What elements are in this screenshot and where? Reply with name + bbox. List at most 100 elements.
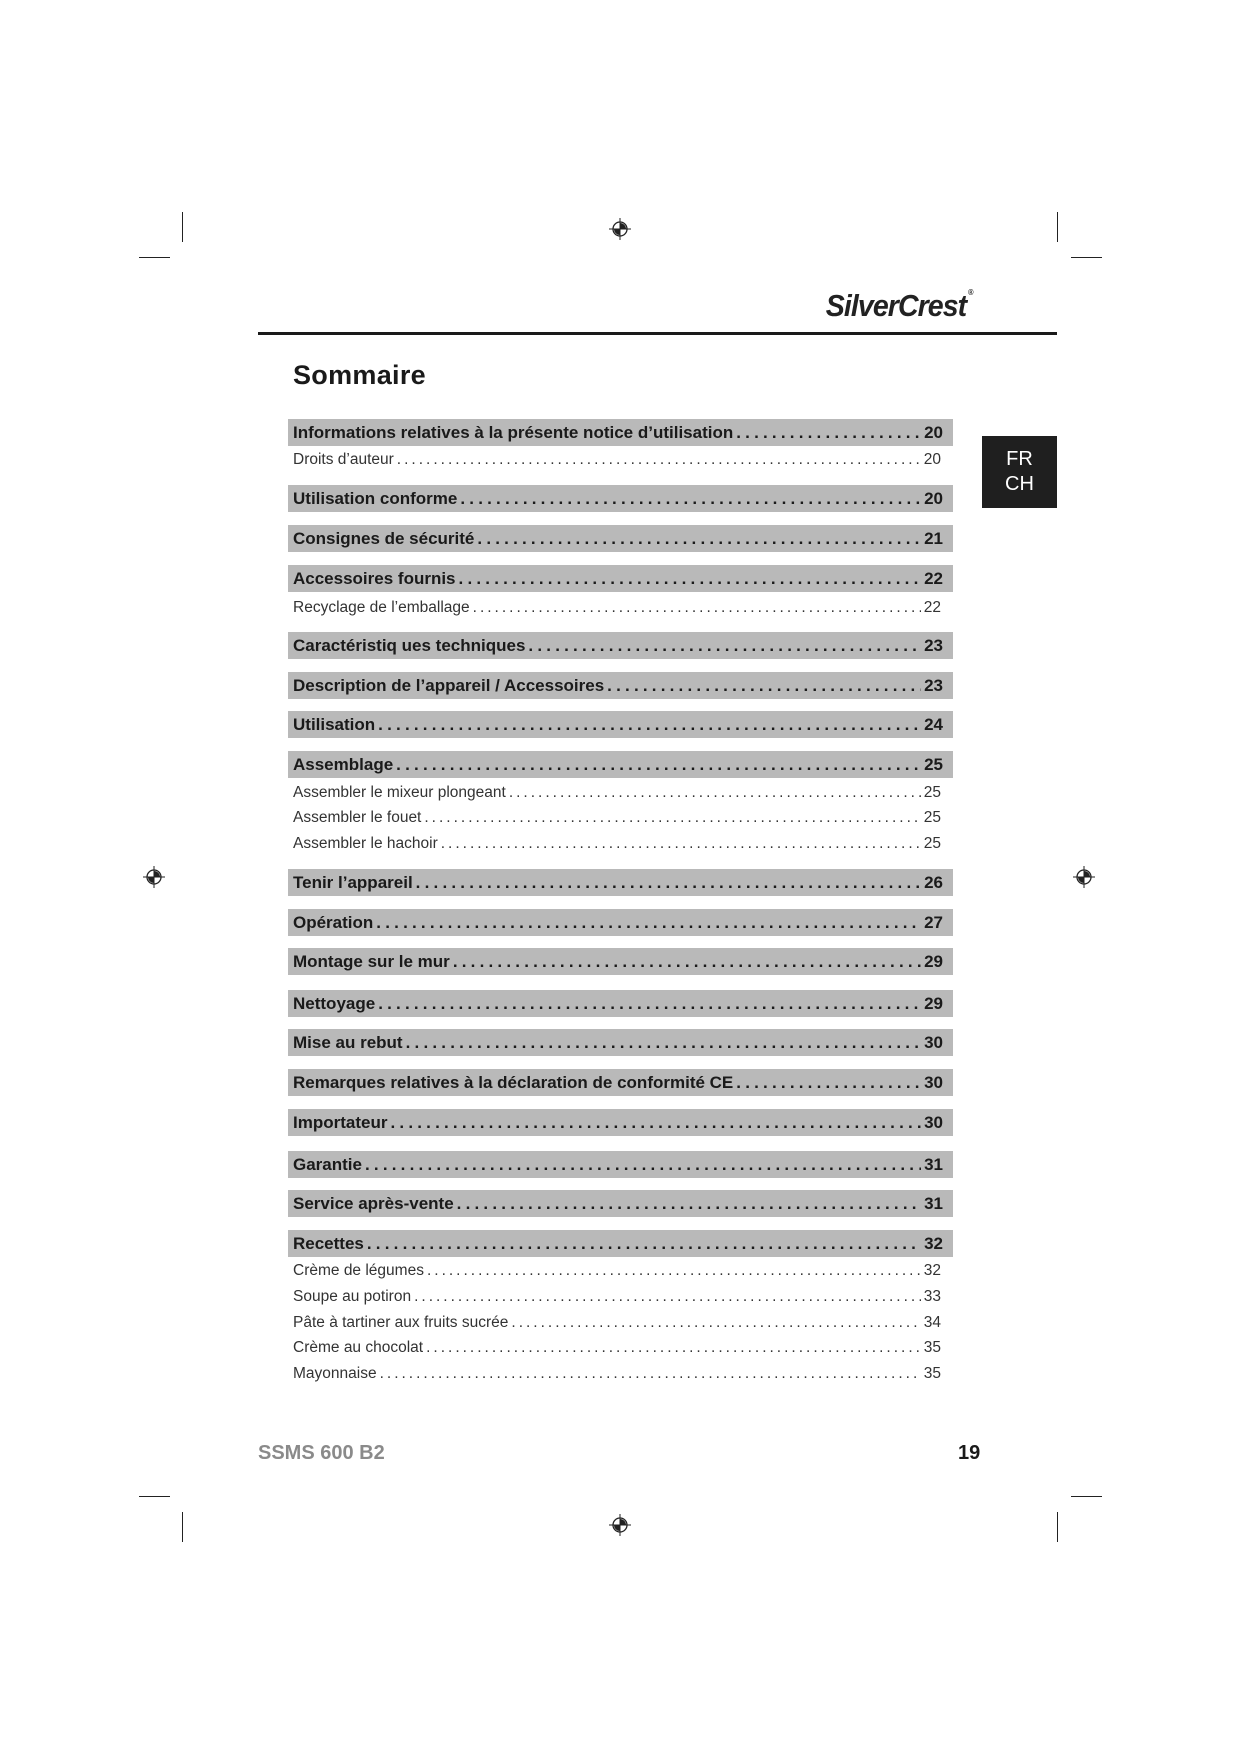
crop-mark bbox=[1071, 257, 1102, 259]
toc-entry-label: Caractéristiq ues techniques bbox=[293, 635, 526, 655]
dot-leader: ........................................… bbox=[414, 1288, 921, 1305]
toc-section-entry[interactable]: Garantie................................… bbox=[288, 1151, 953, 1178]
toc-subsection-entry[interactable]: Assembler le hachoir....................… bbox=[288, 832, 953, 856]
dot-leader: ........................................… bbox=[477, 528, 922, 548]
crop-mark bbox=[139, 257, 170, 259]
dot-leader: ........................................… bbox=[528, 635, 922, 655]
dot-leader: ........................................… bbox=[508, 784, 921, 801]
dot-leader: ........................................… bbox=[456, 1193, 921, 1213]
dot-leader: ........................................… bbox=[378, 714, 922, 734]
toc-subsection-entry[interactable]: Soupe au potiron........................… bbox=[288, 1285, 953, 1309]
dot-leader: ........................................… bbox=[396, 451, 921, 468]
toc-subsection-entry[interactable]: Recyclage de l’emballage................… bbox=[288, 596, 953, 620]
toc-entry-label: Nettoyage bbox=[293, 993, 376, 1013]
toc-subsection-entry[interactable]: Assembler le mixeur plongeant...........… bbox=[288, 781, 953, 805]
toc-entry-label: Pâte à tartiner aux fruits sucrée bbox=[293, 1314, 509, 1331]
dot-leader: ........................................… bbox=[736, 1072, 922, 1092]
toc-entry-label: Importateur bbox=[293, 1112, 388, 1132]
dot-leader: ........................................… bbox=[426, 1262, 921, 1279]
toc-entry-label: Assembler le mixeur plongeant bbox=[293, 784, 506, 801]
toc-section-entry[interactable]: Consignes de sécurité...................… bbox=[288, 525, 953, 552]
toc-entry-page: 22 bbox=[923, 599, 941, 616]
toc-section-entry[interactable]: Opération...............................… bbox=[288, 909, 953, 936]
toc-section-entry[interactable]: Remarques relatives à la déclaration de … bbox=[288, 1069, 953, 1096]
toc-section-entry[interactable]: Caractéristiq ues techniques............… bbox=[288, 632, 953, 659]
toc-entry-page: 20 bbox=[923, 451, 941, 468]
header-rule bbox=[258, 332, 1057, 335]
toc-section-entry[interactable]: Accessoires fournis.....................… bbox=[288, 565, 953, 592]
toc-section-entry[interactable]: Montage sur le mur......................… bbox=[288, 948, 953, 975]
toc-entry-page: 33 bbox=[923, 1288, 941, 1305]
toc-subsection-entry[interactable]: Crème de légumes........................… bbox=[288, 1259, 953, 1283]
toc-section-entry[interactable]: Tenir l’appareil........................… bbox=[288, 869, 953, 896]
toc-entry-label: Consignes de sécurité bbox=[293, 528, 475, 548]
registration-mark-icon bbox=[143, 866, 165, 888]
dot-leader: ........................................… bbox=[366, 1233, 921, 1253]
dot-leader: ........................................… bbox=[376, 912, 922, 932]
toc-entry-page: 25 bbox=[923, 835, 941, 852]
crop-mark bbox=[1057, 1512, 1059, 1542]
toc-section-entry[interactable]: Informations relatives à la présente not… bbox=[288, 419, 953, 446]
toc-subsection-entry[interactable]: Crème au chocolat.......................… bbox=[288, 1336, 953, 1360]
registration-mark-icon bbox=[1073, 866, 1095, 888]
toc-subsection-entry[interactable]: Droits d’auteur.........................… bbox=[288, 448, 953, 472]
toc-section-entry[interactable]: Importateur.............................… bbox=[288, 1109, 953, 1136]
toc-entry-page: 25 bbox=[923, 809, 941, 826]
toc-section-entry[interactable]: Utilisation.............................… bbox=[288, 711, 953, 738]
toc-entry-page: 30 bbox=[924, 1072, 943, 1092]
language-tab: FR CH bbox=[982, 436, 1057, 508]
toc-entry-page: 31 bbox=[924, 1193, 943, 1213]
toc-subsection-entry[interactable]: Mayonnaise..............................… bbox=[288, 1362, 953, 1386]
toc-section-entry[interactable]: Service après-vente.....................… bbox=[288, 1190, 953, 1217]
toc-subsection-entry[interactable]: Pâte à tartiner aux fruits sucrée.......… bbox=[288, 1311, 953, 1335]
toc-entry-label: Opération bbox=[293, 912, 374, 932]
toc-entry-label: Utilisation conforme bbox=[293, 488, 458, 508]
dot-leader: ........................................… bbox=[511, 1314, 921, 1331]
toc-entry-page: 22 bbox=[924, 568, 943, 588]
toc-entry-label: Informations relatives à la présente not… bbox=[293, 422, 734, 442]
toc-section-entry[interactable]: Recettes................................… bbox=[288, 1230, 953, 1257]
toc-entry-page: 29 bbox=[924, 951, 943, 971]
dot-leader: ........................................… bbox=[458, 568, 922, 588]
toc-entry-label: Montage sur le mur bbox=[293, 951, 450, 971]
crop-mark bbox=[1071, 1496, 1102, 1498]
crop-mark bbox=[182, 212, 184, 242]
toc-entry-label: Mayonnaise bbox=[293, 1365, 377, 1382]
crop-mark bbox=[1057, 212, 1059, 242]
toc-entry-label: Service après-vente bbox=[293, 1193, 454, 1213]
toc-entry-page: 23 bbox=[924, 675, 943, 695]
toc-entry-page: 29 bbox=[924, 993, 943, 1013]
toc-entry-page: 27 bbox=[924, 912, 943, 932]
dot-leader: ........................................… bbox=[364, 1154, 921, 1174]
dot-leader: ........................................… bbox=[378, 993, 922, 1013]
dot-leader: ........................................… bbox=[415, 872, 921, 892]
toc-entry-page: 26 bbox=[924, 872, 943, 892]
toc-entry-page: 30 bbox=[924, 1112, 943, 1132]
brand-logo: SilverCrest ® bbox=[826, 288, 974, 323]
toc-entry-label: Assembler le hachoir bbox=[293, 835, 438, 852]
toc-entry-page: 25 bbox=[923, 784, 941, 801]
page-number: 19 bbox=[958, 1442, 981, 1464]
toc-section-entry[interactable]: Utilisation conforme....................… bbox=[288, 485, 953, 512]
dot-leader: ........................................… bbox=[405, 1032, 921, 1052]
toc-subsection-entry[interactable]: Assembler le fouet......................… bbox=[288, 806, 953, 830]
dot-leader: ........................................… bbox=[424, 809, 921, 826]
model-number: SSMS 600 B2 bbox=[258, 1442, 385, 1464]
toc-entry-label: Droits d’auteur bbox=[293, 451, 394, 468]
toc-entry-label: Mise au rebut bbox=[293, 1032, 403, 1052]
toc-entry-label: Soupe au potiron bbox=[293, 1288, 412, 1305]
toc-entry-label: Crème de légumes bbox=[293, 1262, 424, 1279]
toc-entry-page: 24 bbox=[924, 714, 943, 734]
toc-section-entry[interactable]: Assemblage..............................… bbox=[288, 751, 953, 778]
toc-section-entry[interactable]: Mise au rebut...........................… bbox=[288, 1029, 953, 1056]
toc-entry-label: Description de l’appareil / Accessoires bbox=[293, 675, 605, 695]
toc-entry-page: 35 bbox=[923, 1365, 941, 1382]
toc-entry-label: Crème au chocolat bbox=[293, 1339, 424, 1356]
toc-entry-page: 20 bbox=[924, 488, 943, 508]
toc-entry-label: Recyclage de l’emballage bbox=[293, 599, 470, 616]
crop-mark bbox=[182, 1512, 184, 1542]
toc-section-entry[interactable]: Description de l’appareil / Accessoires.… bbox=[288, 672, 953, 699]
dot-leader: ........................................… bbox=[440, 835, 921, 852]
toc-section-entry[interactable]: Nettoyage...............................… bbox=[288, 990, 953, 1017]
registration-mark-icon bbox=[609, 1514, 631, 1536]
